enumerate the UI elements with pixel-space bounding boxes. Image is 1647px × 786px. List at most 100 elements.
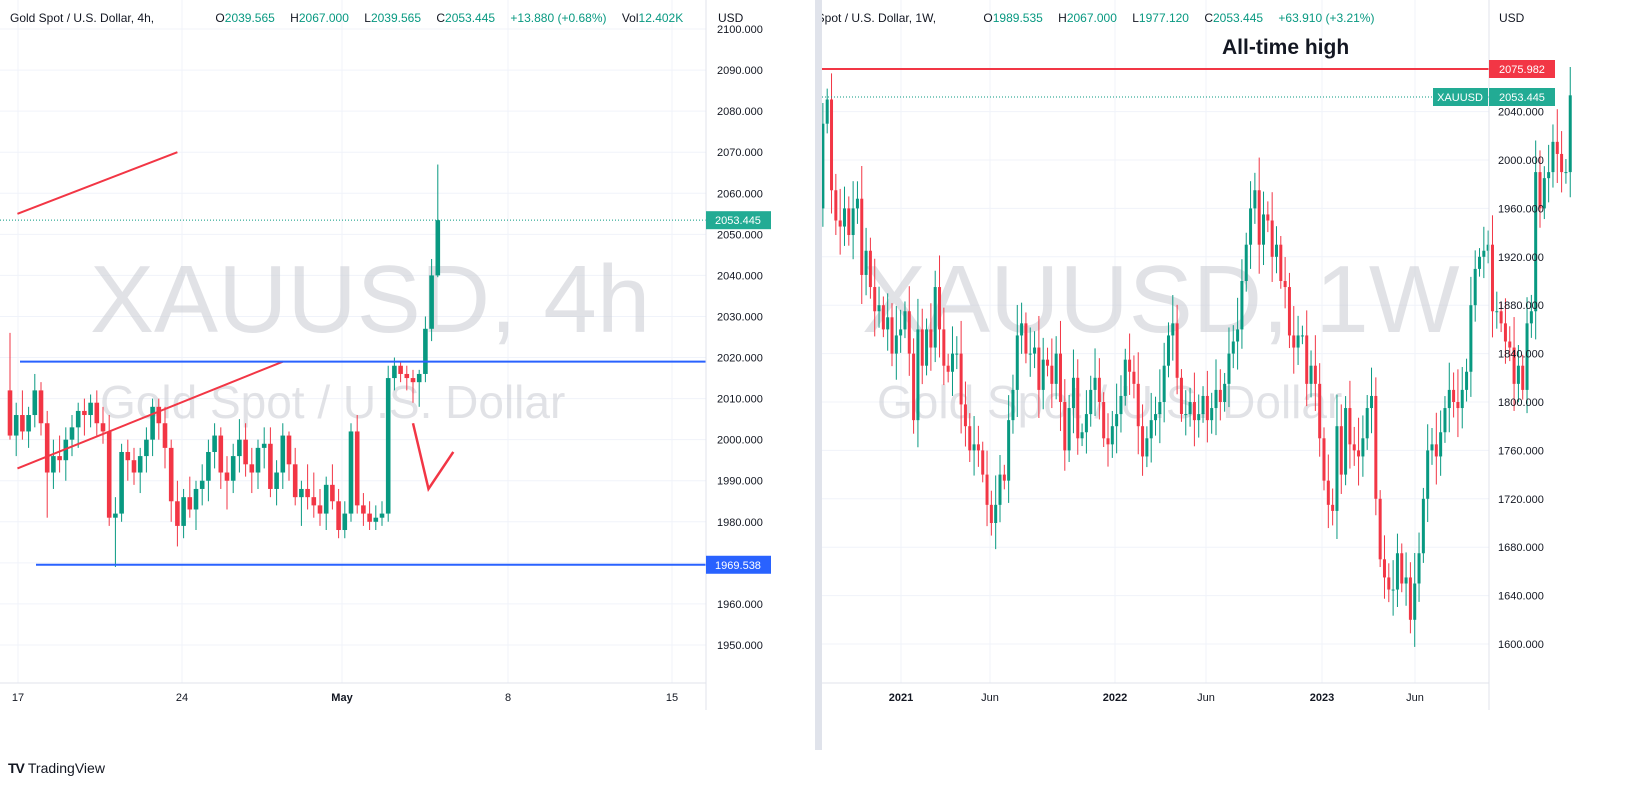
- y-tick-label: 2010.000: [717, 394, 763, 406]
- candle-body: [1417, 553, 1421, 584]
- candle-body: [1227, 353, 1231, 384]
- candle-body: [206, 451, 211, 481]
- candle-body: [348, 431, 354, 514]
- legend-close: 2053.445: [1213, 11, 1264, 25]
- candle-body: [825, 99, 829, 124]
- y-tick-label: 1680.000: [1498, 542, 1544, 554]
- y-tick-label: 1760.000: [1498, 445, 1544, 457]
- y-tick-label: 2000.000: [1498, 155, 1544, 167]
- candle-body: [1214, 389, 1218, 409]
- candle-body: [1478, 256, 1482, 269]
- candle-body: [26, 415, 31, 432]
- candle-body: [1348, 408, 1352, 445]
- candle-body: [1551, 141, 1555, 173]
- y-tick-label: 2070.000: [717, 147, 763, 159]
- candle-body: [1253, 190, 1257, 209]
- candle-body: [1011, 389, 1015, 421]
- candle-body: [1192, 402, 1196, 421]
- candle-body: [890, 317, 894, 354]
- candle-body: [933, 287, 937, 348]
- candle-body: [1344, 408, 1348, 475]
- candle-body: [994, 504, 998, 523]
- candle-body: [1201, 395, 1205, 415]
- candle-body: [168, 447, 174, 502]
- candle-body: [1128, 359, 1132, 372]
- candle-body: [1084, 414, 1088, 433]
- candle-body: [985, 474, 989, 505]
- tradingview-logo-icon: TV: [8, 760, 25, 776]
- candle-body: [916, 329, 920, 421]
- candle-body: [1089, 389, 1093, 415]
- y-tick-label: 1980.000: [717, 517, 763, 529]
- chart-panel-4h[interactable]: XAUUSD, 4h Gold Spot / U.S. Dollar 1950.00…: [0, 0, 815, 750]
- candle-body: [920, 329, 924, 366]
- candle-body: [299, 488, 304, 498]
- price-tag: 2053.445: [1499, 92, 1545, 104]
- candle-body: [1037, 347, 1041, 390]
- candle-body: [1322, 438, 1326, 481]
- candle-body: [1426, 450, 1430, 499]
- candle-body: [1244, 244, 1248, 281]
- y-tick-label: 1800.000: [1498, 397, 1544, 409]
- candle-body: [1378, 498, 1382, 560]
- candle-body: [392, 365, 397, 379]
- candle-body: [1300, 335, 1304, 337]
- candle-body: [69, 427, 75, 440]
- x-tick-label: Jun: [1197, 692, 1215, 704]
- legend-open: 1989.535: [992, 11, 1043, 25]
- panel-divider[interactable]: [815, 0, 822, 750]
- candle-body: [1162, 365, 1166, 402]
- x-tick-label: May: [331, 692, 353, 704]
- candle-body: [929, 329, 933, 348]
- chart-canvas-1w[interactable]: XAUUSD, 1W Gold Spot / U.S. Dollar All-tim…: [822, 0, 1647, 750]
- candle-body: [1512, 347, 1516, 384]
- candle-body: [131, 460, 137, 473]
- candle-body: [834, 190, 838, 221]
- legend-low: 2039.565: [370, 11, 421, 25]
- candle-body: [950, 353, 954, 372]
- candle-body: [1093, 377, 1097, 390]
- candle-body: [1058, 353, 1062, 402]
- candle-body: [1357, 450, 1361, 457]
- candle-body: [998, 474, 1002, 505]
- tradingview-brand[interactable]: TV TradingView: [8, 760, 105, 776]
- candle-body: [1434, 444, 1438, 457]
- candle-body: [137, 456, 143, 473]
- y-tick-label: 1600.000: [1498, 639, 1544, 651]
- chart-panel-1w[interactable]: XAUUSD, 1W Gold Spot / U.S. Dollar All-tim…: [822, 0, 1647, 750]
- candle-body: [1430, 444, 1434, 451]
- x-tick-label: 2023: [1310, 692, 1334, 704]
- legend-title: Gold Spot / U.S. Dollar, 4h,: [10, 11, 155, 25]
- candle-body: [855, 198, 859, 209]
- candle-body: [1240, 281, 1244, 330]
- candle-body: [1460, 389, 1464, 409]
- candle-body: [1465, 371, 1469, 390]
- candle-body: [946, 365, 950, 372]
- y-tick-label: 1990.000: [717, 476, 763, 488]
- candle-body: [119, 451, 124, 514]
- symbol-tag-bg: [1433, 88, 1488, 106]
- currency-label: USD: [1499, 11, 1525, 25]
- candle-body: [1339, 426, 1343, 475]
- candle-body: [243, 439, 248, 465]
- candle-body: [972, 444, 976, 451]
- x-tick-label: Jun: [981, 692, 999, 704]
- candle-body: [1413, 583, 1417, 620]
- candle-body: [82, 410, 87, 416]
- candle-body: [187, 497, 193, 510]
- candle-body: [1473, 268, 1477, 306]
- legend-title: Gold Spot / U.S. Dollar, 1W,: [822, 11, 937, 25]
- candle-body: [1382, 559, 1386, 578]
- candle-body: [7, 390, 13, 436]
- candle-body: [1542, 178, 1546, 209]
- candle-body: [830, 99, 834, 191]
- candle-body: [1184, 414, 1188, 416]
- candle-body: [175, 501, 180, 526]
- candle-body: [1361, 438, 1365, 457]
- candle-body: [144, 439, 149, 457]
- candle-body: [1490, 244, 1494, 312]
- candle-body: [1115, 414, 1119, 427]
- y-tick-label: 1840.000: [1498, 349, 1544, 361]
- candle-body: [864, 250, 868, 275]
- chart-canvas-4h[interactable]: XAUUSD, 4h Gold Spot / U.S. Dollar 1950.00…: [0, 0, 815, 750]
